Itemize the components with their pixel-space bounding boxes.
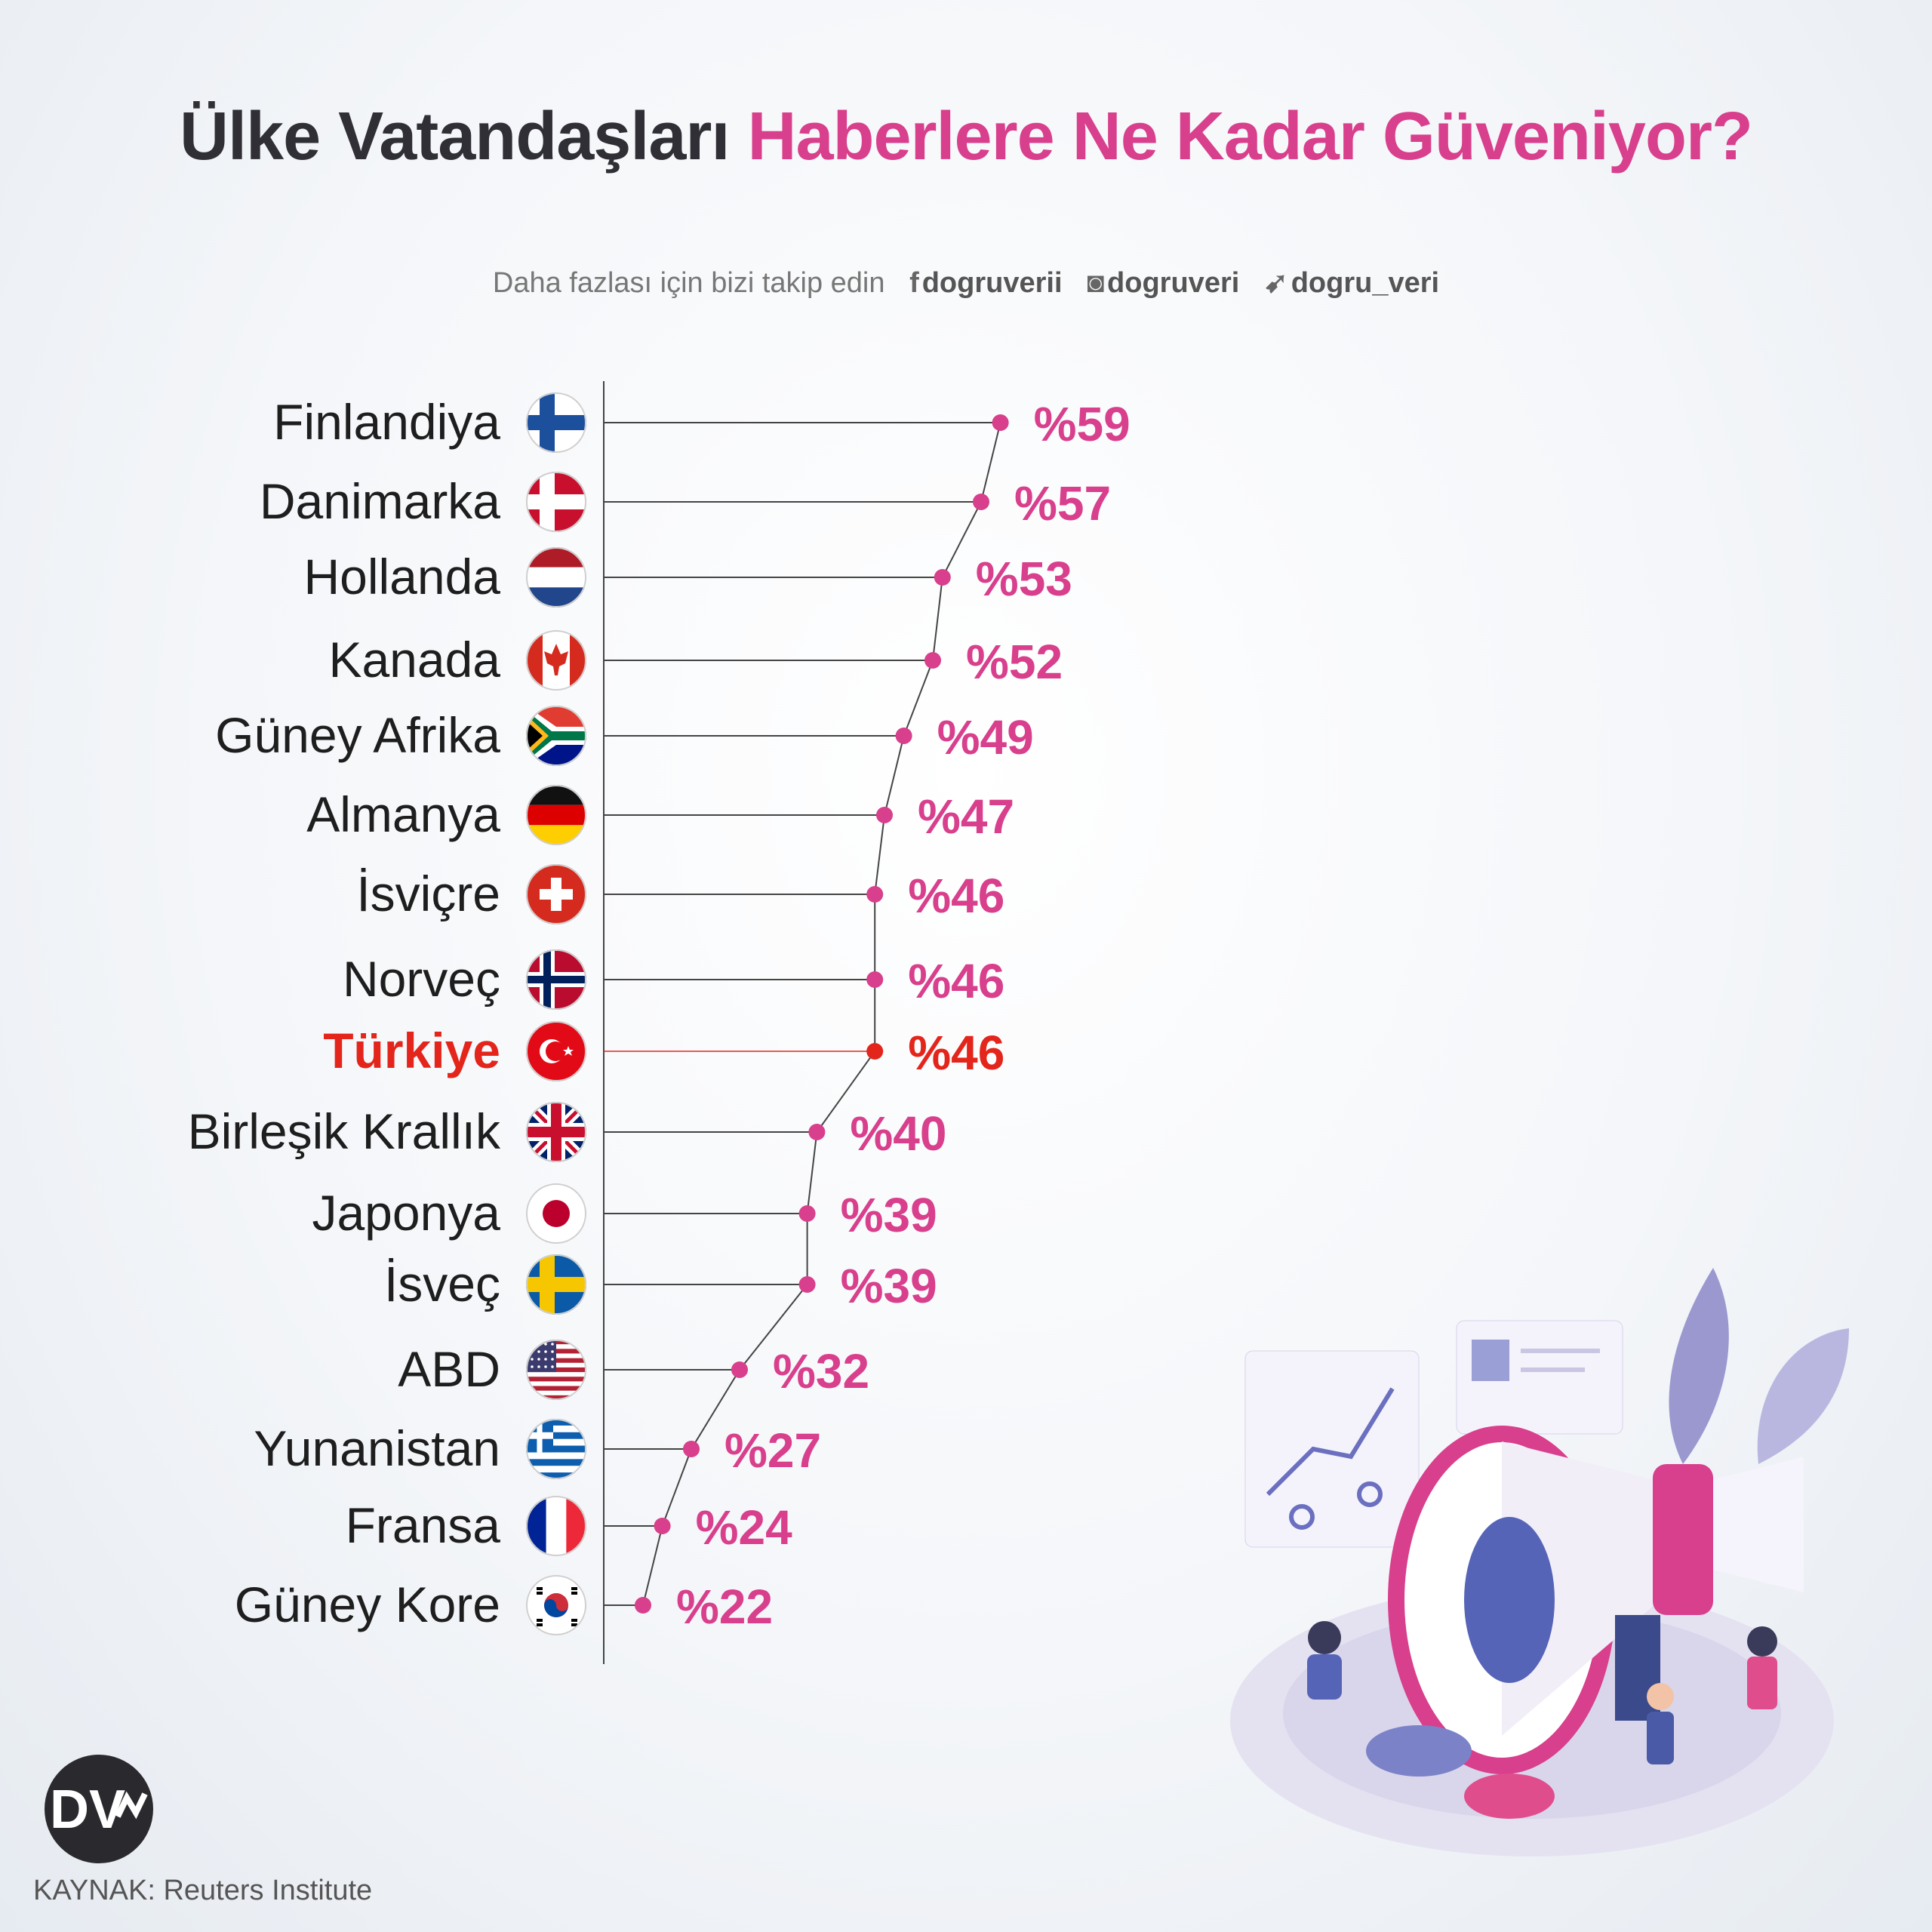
country-label: Türkiye — [323, 1023, 500, 1078]
value-label: %40 — [850, 1106, 946, 1161]
canada-flag-icon — [526, 630, 586, 691]
value-label: %46 — [908, 869, 1004, 923]
data-point — [808, 1124, 826, 1140]
finland-flag-icon — [526, 392, 586, 453]
value-label: %22 — [676, 1580, 773, 1634]
data-point — [876, 807, 893, 823]
instagram-icon: ◙ — [1087, 267, 1105, 299]
country-label: Kanada — [328, 632, 500, 688]
denmark-flag-icon — [526, 472, 586, 532]
facebook-handle: dogruverii — [921, 267, 1063, 299]
value-label: %39 — [841, 1188, 937, 1242]
logo-text: DV — [50, 1780, 125, 1840]
page-title: Ülke Vatandaşları Haberlere Ne Kadar Güv… — [0, 98, 1932, 176]
data-point — [731, 1361, 748, 1378]
value-label: %27 — [724, 1423, 821, 1478]
netherlands-flag-icon — [526, 547, 586, 608]
norway-flag-icon — [526, 949, 586, 1010]
data-point — [654, 1518, 671, 1534]
trend-connector — [642, 422, 1001, 1606]
country-label: Finlandiya — [273, 394, 500, 450]
country-label: İsviçre — [356, 866, 500, 921]
data-point — [798, 1276, 816, 1293]
value-label: %59 — [1034, 397, 1131, 451]
south-africa-flag-icon — [526, 706, 586, 766]
follow-text: Daha fazlası için bizi takip edin — [492, 267, 885, 299]
value-label: %49 — [937, 710, 1034, 764]
country-label: Güney Afrika — [215, 707, 500, 763]
value-label: %47 — [918, 789, 1014, 844]
value-label: %32 — [773, 1344, 869, 1398]
title-part-2: Haberlere Ne Kadar Güveniyor? — [747, 99, 1753, 174]
data-point — [866, 971, 884, 988]
value-label: %46 — [908, 1026, 1004, 1080]
turkey-flag-icon — [526, 1021, 586, 1081]
value-label: %24 — [696, 1500, 793, 1555]
france-flag-icon — [526, 1496, 586, 1556]
dv-logo: DV — [45, 1755, 153, 1863]
instagram-link[interactable]: ◙ dogruveri — [1087, 267, 1239, 299]
country-label: Hollanda — [303, 549, 500, 605]
greece-flag-icon — [526, 1419, 586, 1479]
south-korea-flag-icon — [526, 1575, 586, 1635]
country-label: Fransa — [346, 1497, 501, 1553]
facebook-icon: f — [909, 267, 919, 299]
switzerland-flag-icon — [526, 864, 586, 924]
usa-flag-icon — [526, 1340, 586, 1400]
country-label: Birleşik Krallık — [188, 1103, 501, 1159]
twitter-handle: dogru_veri — [1291, 267, 1440, 299]
data-point — [973, 494, 989, 510]
data-point — [683, 1441, 700, 1457]
country-label: Danimarka — [260, 473, 500, 529]
country-label: Güney Kore — [235, 1577, 500, 1632]
uk-flag-icon — [526, 1102, 586, 1162]
data-point — [866, 1043, 884, 1060]
data-point — [924, 652, 941, 669]
data-point — [635, 1597, 651, 1614]
sweden-flag-icon — [526, 1254, 586, 1315]
data-point — [866, 886, 884, 903]
instagram-handle: dogruveri — [1107, 267, 1240, 299]
value-label: %39 — [841, 1259, 937, 1313]
data-point — [895, 728, 912, 744]
country-label: İsveç — [384, 1256, 500, 1312]
title-part-1: Ülke Vatandaşları — [180, 99, 730, 174]
country-label: Almanya — [306, 786, 500, 842]
value-label: %52 — [966, 635, 1063, 689]
megaphone-illustration — [1230, 1268, 1849, 1857]
data-point — [934, 569, 951, 586]
twitter-link[interactable]: ➹ dogru_veri — [1264, 267, 1439, 299]
social-follow-bar: Daha fazlası için bizi takip edin f dogru… — [0, 266, 1932, 300]
value-label: %53 — [976, 552, 1072, 606]
source-note: KAYNAK: Reuters Institute — [33, 1875, 373, 1906]
japan-flag-icon — [526, 1183, 586, 1244]
data-point — [798, 1205, 816, 1222]
country-label: ABD — [398, 1341, 500, 1397]
twitter-icon: ➹ — [1263, 267, 1288, 299]
germany-flag-icon — [526, 785, 586, 845]
country-label: Yunanistan — [254, 1420, 500, 1476]
country-label: Japonya — [312, 1185, 500, 1241]
value-label: %57 — [1014, 476, 1111, 531]
value-label: %46 — [908, 954, 1004, 1008]
country-label: Norveç — [343, 951, 500, 1007]
data-point — [992, 414, 1009, 431]
facebook-link[interactable]: f dogruverii — [909, 267, 1062, 299]
